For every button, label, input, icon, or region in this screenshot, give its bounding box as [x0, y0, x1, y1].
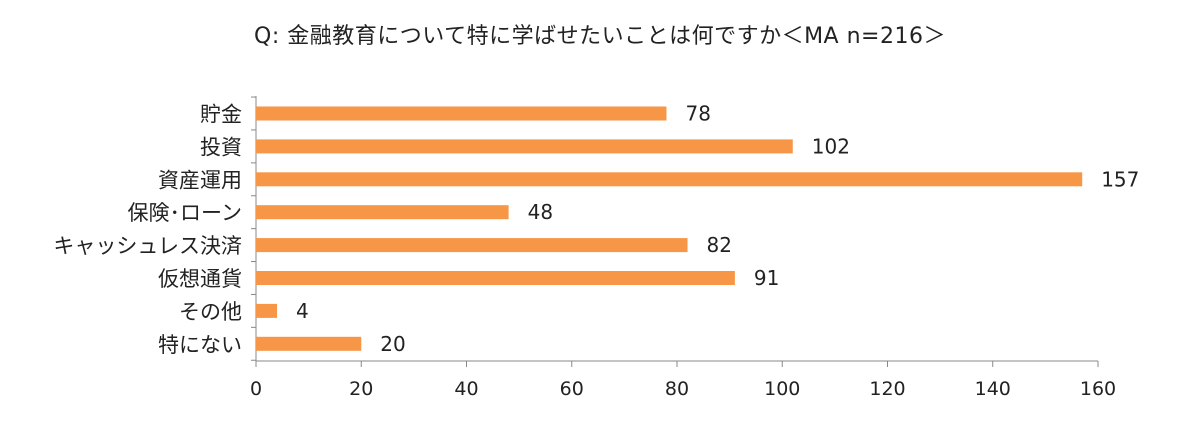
value-label: 4: [296, 299, 309, 323]
value-label: 48: [528, 200, 553, 224]
x-tick-label: 20: [349, 378, 373, 400]
category-label: 保険･ローン: [128, 201, 242, 225]
category-label: キャッシュレス決済: [53, 234, 242, 258]
x-tick-label: 60: [560, 378, 584, 400]
x-tick-label: 0: [250, 378, 262, 400]
value-label: 20: [380, 332, 405, 356]
category-label: 資産運用: [158, 168, 242, 192]
bar: [256, 106, 667, 121]
bar: [256, 172, 1083, 187]
x-tick-label: 80: [665, 378, 689, 400]
bar: [256, 271, 735, 285]
chart-labels: 0 20 40 60 80 100 120 140 160 貯金 78 投資 102 資産運用 157 保険･…: [53, 102, 1139, 401]
bar: [256, 303, 278, 318]
x-tick-label: 160: [1080, 378, 1116, 400]
value-label: 82: [707, 233, 732, 257]
category-label: 仮想通貨: [158, 267, 242, 291]
x-tick-label: 140: [975, 378, 1011, 400]
value-label: 102: [812, 134, 850, 158]
value-label: 157: [1101, 167, 1139, 191]
category-label: 投資: [200, 135, 242, 159]
x-tick-label: 100: [764, 378, 800, 400]
bar: [256, 238, 688, 253]
bar: [256, 205, 509, 220]
chart-bars: [256, 106, 1083, 351]
bar: [256, 336, 362, 351]
category-label: 貯金: [200, 103, 242, 127]
value-label: 78: [685, 102, 710, 126]
category-label: その他: [179, 300, 242, 324]
bar: [256, 139, 793, 154]
chart-title: Q: 金融教育について特に学ばせたいことは何ですか＜MA n=216＞: [254, 24, 946, 49]
value-label: 91: [754, 266, 779, 290]
x-tick-label: 40: [454, 378, 478, 400]
x-tick-label: 120: [869, 378, 905, 400]
category-label: 特にない: [158, 333, 242, 357]
chart-axes: [251, 96, 1099, 367]
